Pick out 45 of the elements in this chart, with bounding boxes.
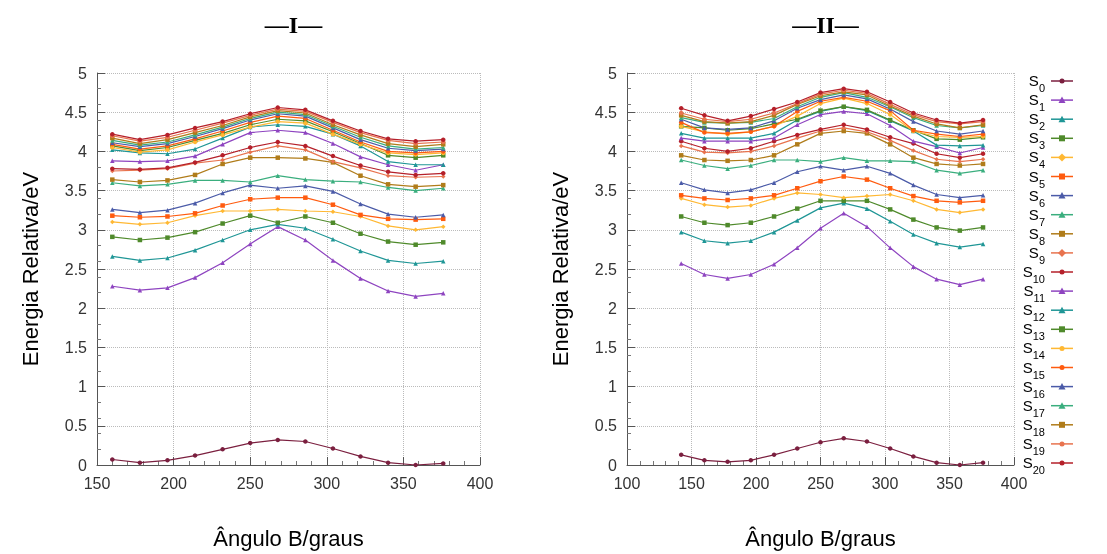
y-tick-label: 1.5 <box>64 338 88 356</box>
y-axis-title: Energia Relativa/eV <box>17 171 43 367</box>
legend-label: S$_{10}$ <box>1022 263 1045 285</box>
y-tick-label: 4.5 <box>64 103 88 121</box>
y-tick-label: 3.5 <box>64 182 88 200</box>
y-tick-label: 2 <box>608 299 618 317</box>
y-tick-label: 1.5 <box>594 338 618 356</box>
x-axis-title: Ângulo B/graus <box>213 525 364 551</box>
y-tick-label: 2.5 <box>64 260 88 278</box>
chart-title: —II— <box>791 12 860 38</box>
x-axis-title: Ângulo B/graus <box>745 525 896 551</box>
x-tick-label: 300 <box>313 474 341 492</box>
x-tick-label: 400 <box>466 474 494 492</box>
y-tick-label: 3 <box>78 221 88 239</box>
x-tick-label: 300 <box>871 474 899 492</box>
x-tick-label: 350 <box>390 474 417 492</box>
x-tick-label: 200 <box>742 474 770 492</box>
y-tick-label: 1 <box>78 378 88 396</box>
legend-label: S$_{20}$ <box>1022 454 1045 476</box>
y-tick-label: 0.5 <box>594 417 618 435</box>
y-tick-label: 0.5 <box>64 417 88 435</box>
x-tick-label: 100 <box>613 474 641 492</box>
y-tick-label: 4.5 <box>594 103 618 121</box>
y-tick-label: 5 <box>608 64 618 82</box>
y-axis-title: Energia Relativa/eV <box>547 171 573 367</box>
x-tick-label: 250 <box>236 474 264 492</box>
x-tick-label: 150 <box>678 474 705 492</box>
y-tick-label: 0 <box>78 456 88 474</box>
y-tick-label: 1 <box>608 378 618 396</box>
x-tick-label: 350 <box>936 474 963 492</box>
y-tick-label: 4 <box>78 142 88 160</box>
legend-label: S$_{0}$ <box>1028 72 1045 94</box>
y-tick-label: 0 <box>608 456 618 474</box>
chart-title: —I— <box>263 12 324 38</box>
x-tick-label: 400 <box>1000 474 1028 492</box>
y-tick-label: 2 <box>78 299 88 317</box>
y-tick-label: 3.5 <box>594 182 618 200</box>
y-tick-label: 5 <box>78 64 88 82</box>
x-tick-label: 150 <box>83 474 111 492</box>
legend-label: S$_{8}$ <box>1028 224 1045 247</box>
y-tick-label: 3 <box>608 221 618 239</box>
y-tick-label: 2.5 <box>594 260 618 278</box>
x-tick-label: 250 <box>807 474 834 492</box>
y-tick-label: 4 <box>608 142 618 160</box>
x-tick-label: 200 <box>160 474 188 492</box>
